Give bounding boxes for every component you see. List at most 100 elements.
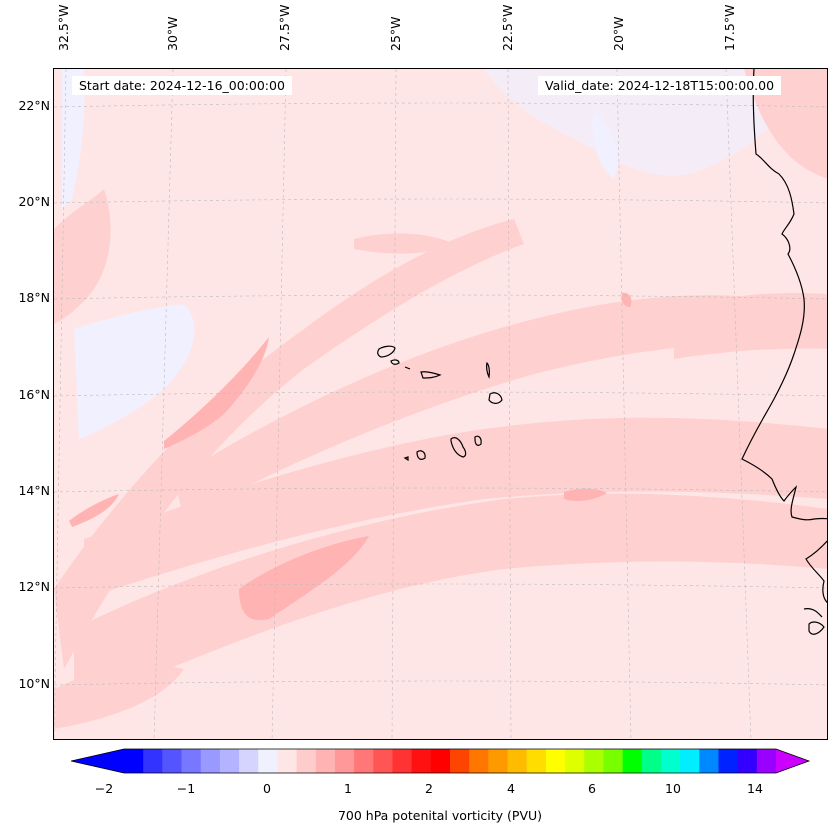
colorbar-swatch [622,749,643,773]
pv-max-streak-northwest [164,337,269,449]
meridian-22-5w [507,69,512,739]
colorbar-tick-1: 1 [344,781,352,796]
island-brava [403,456,409,462]
colorbar-swatch [334,749,355,773]
lat-label-10n: 10°N [18,676,50,691]
island-boa-vista [488,392,503,404]
colorbar-swatch [545,749,566,773]
pv-max-patch-east [564,488,607,501]
pv-band-north-2 [174,295,776,519]
parallel-20n [54,198,827,204]
island-santiago [450,437,467,458]
pv-negative-region-north [484,69,814,176]
pv-band-sw [54,665,184,729]
lon-label-17-5w: 17.5°W [722,4,737,51]
colorbar-swatch [181,749,202,773]
graticule [54,69,827,739]
colorbar-swatch [641,749,662,773]
pv-max-streak-south [239,536,369,621]
lat-label-12n: 12°N [18,579,50,594]
colorbar-swatch [392,749,413,773]
colorbar-tick-4: 4 [507,781,515,796]
lat-label-16n: 16°N [18,387,50,402]
pv-max-streak-west [69,494,119,527]
pv-negative-region-west [74,304,195,439]
colorbar-tick-6: 6 [588,781,596,796]
meridian-20w [616,69,632,739]
colorbar-swatch [430,749,451,773]
colorbar-swatch [603,749,624,773]
island-santo-antao [377,345,396,358]
colorbar-swatch [239,749,259,773]
colorbar-swatch [124,749,144,773]
lat-label-18n: 18°N [18,290,50,305]
colorbar-swatch [354,749,374,773]
colorbar-swatch [660,749,681,773]
pv-band-northeast-corner [744,69,827,179]
meridian-25w [391,69,397,739]
colorbar-outline [71,748,811,774]
pv-negative-region-ne [592,109,618,179]
island-sao-vicente [390,359,400,365]
colorbar-tick-10: 10 [665,781,681,796]
colorbar-extend-low [71,749,124,773]
colorbar-swatch [469,749,489,773]
parallel-16n [54,391,827,397]
valid-date-label: Valid_date: 2024-12-18T15:00:00.00 [538,76,782,95]
island-sal [486,361,490,379]
map-panel [53,68,828,740]
start-date-label: Start date: 2024-12-16_00:00:00 [72,76,292,95]
lat-label-14n: 14°N [18,483,50,498]
parallel-18n [54,294,827,300]
colorbar-swatch [584,749,604,773]
colorbar-swatch [258,749,278,773]
colorbar-swatch [200,749,221,773]
colorbar-swatch [699,749,719,773]
island-santa-luzia [404,366,411,370]
parallel-12n [54,583,827,589]
parallel-10n [54,680,827,686]
colorbar-swatch [507,749,528,773]
colorbar-tick-neg1: −1 [176,781,196,796]
colorbar-swatch [756,749,777,773]
lon-label-22-5w: 22.5°W [500,4,515,51]
colorbar-label: 700 hPa potenital vorticity (PVU) [337,808,543,823]
lat-label-20n: 20°N [18,194,50,209]
island-maio [474,435,482,446]
colorbar-swatch [315,749,336,773]
africa-coastline [741,69,827,635]
pv-negative-region-nw [62,69,85,209]
colorbar-swatch [680,749,700,773]
meridian-32-5w [54,69,67,739]
lat-label-22n: 22°N [18,98,50,113]
colorbar [71,748,811,774]
parallel-14n [54,487,827,493]
lon-label-20w: 20°W [611,16,626,51]
colorbar-swatch [296,749,317,773]
meridian-17-5w [725,69,752,739]
lon-label-30w: 30°W [165,16,180,51]
pv-band-south [74,493,827,709]
colorbar-tick-0: 0 [263,781,271,796]
colorbar-swatch [411,749,432,773]
colorbar-tick-neg2: −2 [94,781,114,796]
colorbar-tick-2: 2 [425,781,433,796]
colorbar-swatch [565,749,585,773]
colorbar-swatch [718,749,739,773]
pv-contour-map [54,69,827,739]
cape-verde-islands [377,345,503,462]
colorbar-swatch [143,749,163,773]
island-fogo [416,450,426,460]
pv-max-patch-ne [621,292,632,307]
parallel-22n [54,102,827,108]
colorbar-swatch [488,749,509,773]
colorbar-extend-high [776,749,809,773]
lon-label-25w: 25°W [388,16,403,51]
lon-label-32-5w: 32.5°W [56,4,71,51]
colorbar-swatch [219,749,240,773]
pv-band-center-north [354,233,454,254]
colorbar-swatch [450,749,470,773]
colorbar-swatch [737,749,758,773]
colorbar-swatch [373,749,393,773]
meridian-27-5w [271,69,287,739]
